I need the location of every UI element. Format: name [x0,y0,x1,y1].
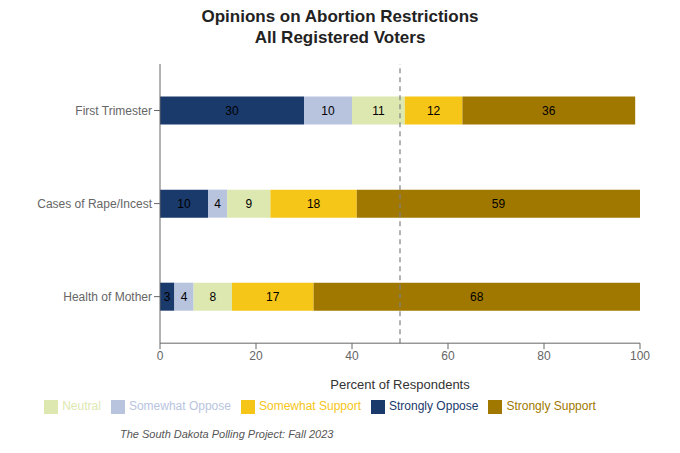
svg-text:9: 9 [245,197,252,211]
svg-text:3: 3 [164,290,171,304]
svg-text:First Trimester: First Trimester [75,104,152,118]
html-text:Neutral: Neutral [62,399,101,414]
html-text:Strongly Support: Strongly Support [506,399,596,414]
svg-text:Cases of Rape/Incest: Cases of Rape/Incest [37,197,152,211]
svg-text:80: 80 [537,349,551,363]
html-text:The South Dakota Polling Proje: The South Dakota Polling Project: Fall 2… [120,428,334,440]
html-text:All Registered Voters: All Registered Voters [254,28,426,47]
svg-text:12: 12 [427,104,441,118]
svg-text:4: 4 [214,197,221,211]
html-text:Somewhat Support: Somewhat Support [259,399,361,414]
svg-text:8: 8 [209,290,216,304]
svg-text:10: 10 [177,197,191,211]
svg-text:100: 100 [630,349,650,363]
html-text:Strongly Oppose: Strongly Oppose [389,399,479,414]
html-text:Opinions on Abortion Restricti: Opinions on Abortion Restrictions [201,7,479,26]
svg-text:11: 11 [372,104,385,118]
svg-text:30: 30 [225,104,239,118]
svg-text:36: 36 [542,104,556,118]
svg-text:68: 68 [470,290,484,304]
html-text:Somewhat Oppose: Somewhat Oppose [128,399,231,414]
svg-text:0: 0 [157,349,164,363]
svg-text:18: 18 [307,197,321,211]
svg-text:10: 10 [321,104,335,118]
svg-text:40: 40 [345,349,359,363]
svg-text:4: 4 [181,290,188,304]
svg-text:17: 17 [266,290,280,304]
svg-text:Health of Mother: Health of Mother [63,290,152,304]
svg-text:Percent of Respondents: Percent of Respondents [330,377,470,392]
svg-text:59: 59 [492,197,506,211]
svg-text:20: 20 [249,349,263,363]
svg-text:60: 60 [441,349,455,363]
